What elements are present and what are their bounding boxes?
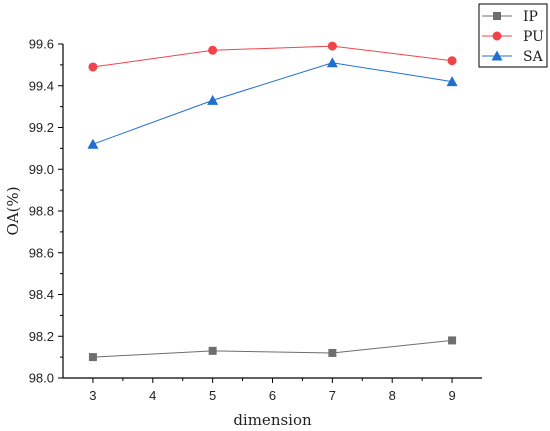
x-tick-label: 5 — [209, 388, 216, 403]
axes — [62, 44, 482, 379]
data-point-sa — [446, 76, 458, 87]
data-point-sa — [207, 94, 219, 105]
y-tick-label: 98.0 — [29, 371, 54, 386]
legend-label-pu: PU — [523, 29, 544, 45]
legend: IP PU SA — [478, 3, 548, 68]
data-point-pu — [327, 41, 337, 51]
legend-label-sa: SA — [523, 49, 544, 65]
y-tick-label: 99.2 — [29, 120, 54, 135]
x-tick-label: 4 — [149, 388, 156, 403]
y-axis-ticks: 98.0 98.2 98.4 98.6 98.8 99.0 99.2 99.4 99.6 — [29, 37, 63, 386]
y-tick-label: 98.8 — [29, 204, 54, 219]
x-axis-title: dimension — [233, 411, 312, 429]
x-tick-label: 8 — [389, 388, 396, 403]
x-tick-label: 7 — [329, 388, 336, 403]
data-point-pu — [447, 56, 457, 66]
series-line-ip — [92, 339, 453, 358]
data-point-pu — [88, 62, 98, 72]
data-point-sa — [326, 57, 338, 68]
data-point-sa — [87, 138, 99, 149]
data-point-pu — [208, 45, 218, 55]
legend-marker-ip — [493, 12, 501, 20]
y-tick-label: 98.2 — [29, 329, 54, 344]
y-tick-label: 99.4 — [29, 78, 54, 93]
data-point-ip — [448, 336, 457, 345]
legend-marker-pu — [492, 31, 502, 41]
series-ip — [88, 336, 457, 362]
series-line-sa — [92, 62, 453, 145]
y-tick-label: 99.0 — [29, 162, 54, 177]
series-sa — [87, 57, 458, 149]
series-line-pu — [92, 45, 453, 68]
legend-item-pu: PU — [482, 29, 544, 45]
legend-label-ip: IP — [523, 9, 538, 25]
legend-item-sa: SA — [482, 49, 544, 65]
x-tick-label: 3 — [89, 388, 96, 403]
y-tick-label: 98.6 — [29, 245, 54, 260]
data-point-ip — [208, 346, 217, 355]
y-axis-title: OA(%) — [4, 186, 22, 235]
series-layer — [87, 41, 458, 362]
x-axis-ticks: 3 4 5 6 7 8 9 — [89, 378, 456, 403]
y-tick-label: 99.6 — [29, 37, 54, 52]
series-pu — [88, 41, 457, 72]
data-point-ip — [88, 353, 97, 362]
legend-marker-sa — [491, 50, 503, 61]
y-tick-label: 98.4 — [29, 287, 54, 302]
data-point-ip — [328, 348, 337, 357]
legend-item-ip: IP — [482, 9, 538, 25]
x-tick-label: 9 — [448, 388, 455, 403]
x-tick-label: 6 — [269, 388, 276, 403]
